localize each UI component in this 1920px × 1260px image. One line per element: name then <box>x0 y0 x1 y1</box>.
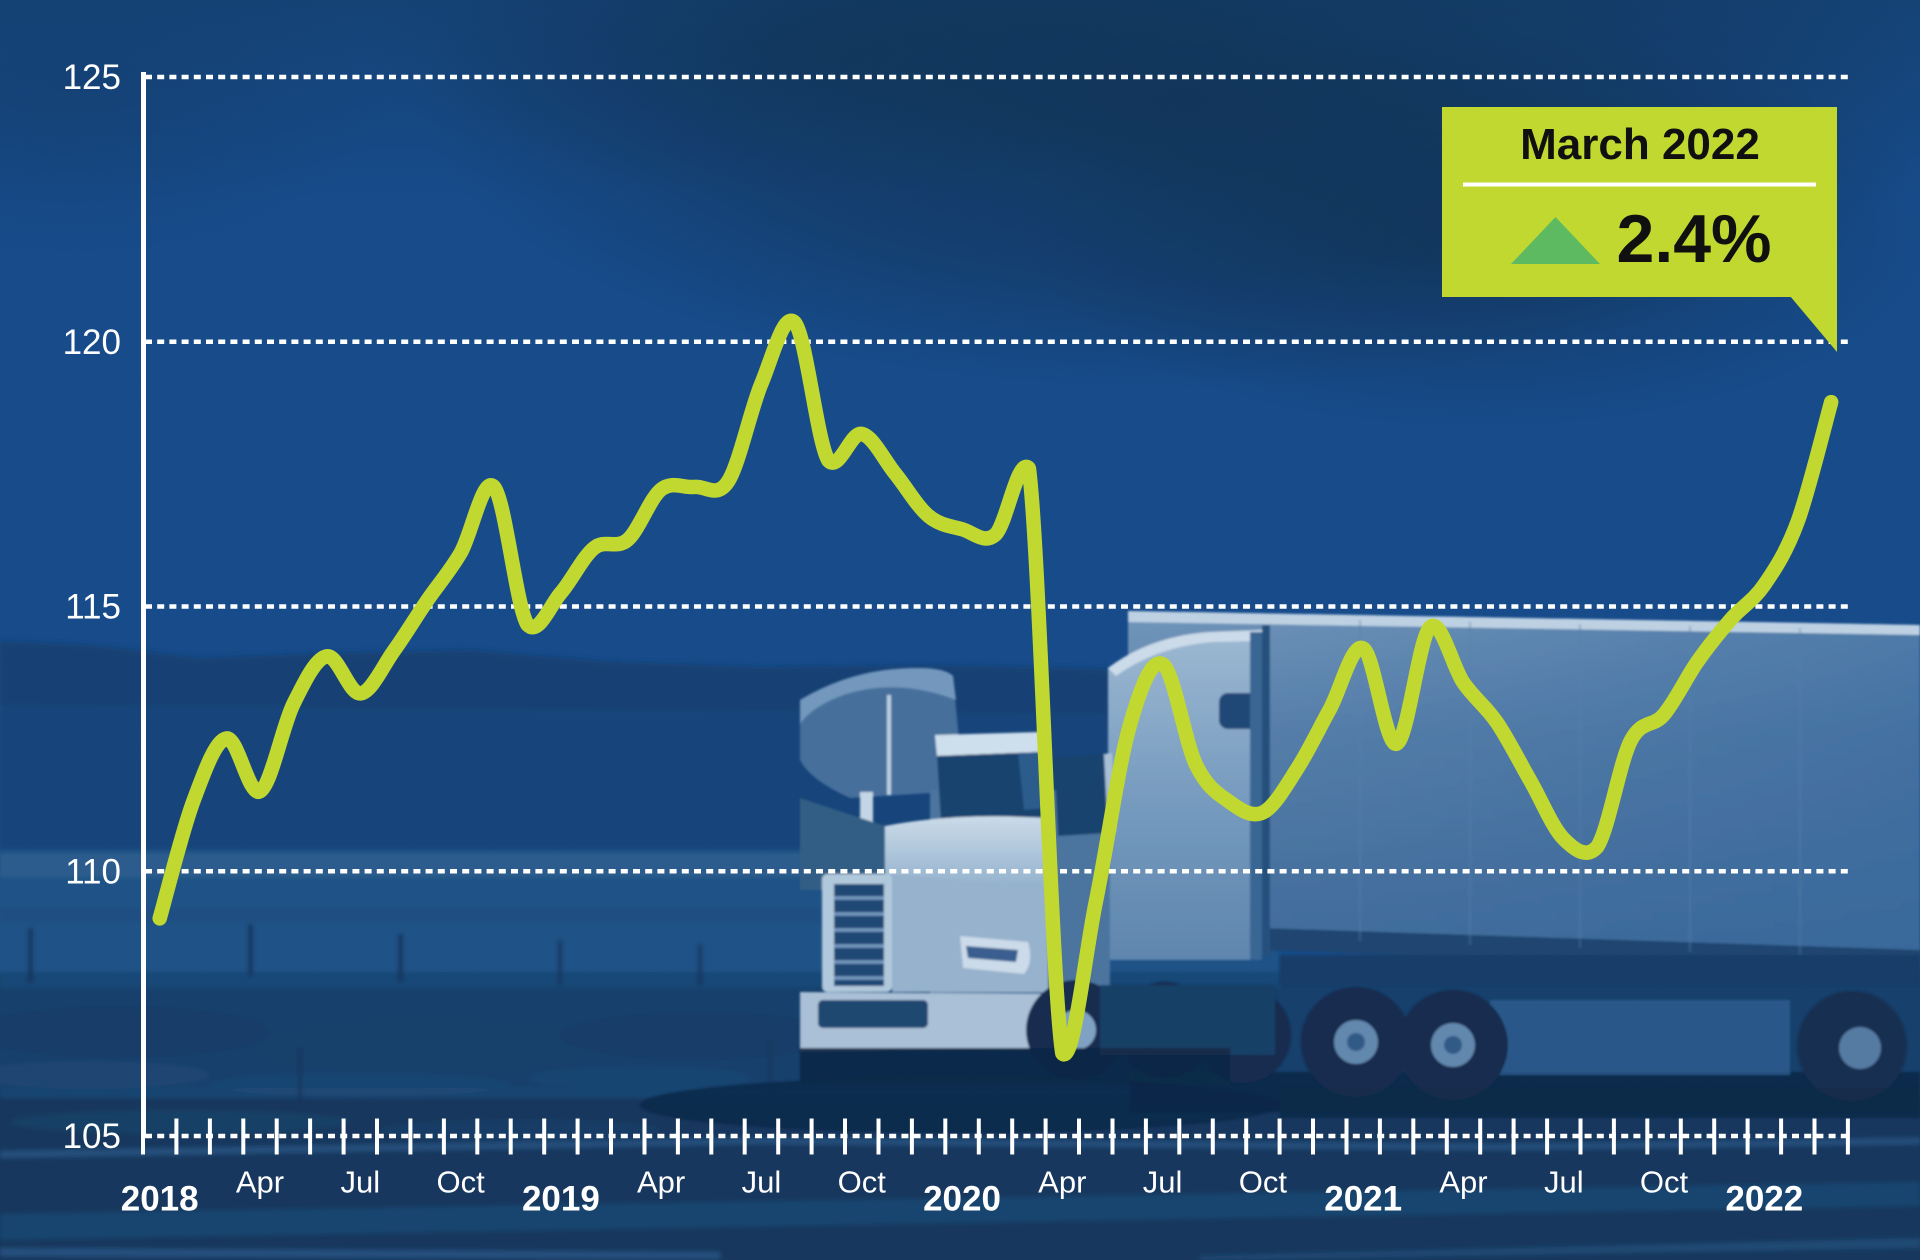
svg-text:120: 120 <box>63 323 121 362</box>
svg-text:Apr: Apr <box>637 1165 685 1200</box>
svg-text:Oct: Oct <box>1239 1165 1288 1200</box>
svg-text:March 2022: March 2022 <box>1520 120 1760 169</box>
svg-text:125: 125 <box>63 58 121 97</box>
svg-text:Jul: Jul <box>340 1165 380 1200</box>
svg-text:115: 115 <box>65 588 121 627</box>
svg-text:Apr: Apr <box>1038 1165 1086 1200</box>
svg-text:2022: 2022 <box>1725 1180 1803 1219</box>
svg-text:Apr: Apr <box>1439 1165 1487 1200</box>
svg-text:2018: 2018 <box>121 1180 199 1219</box>
svg-text:2019: 2019 <box>522 1180 600 1219</box>
svg-text:110: 110 <box>65 853 121 892</box>
svg-text:Jul: Jul <box>742 1165 782 1200</box>
svg-text:2021: 2021 <box>1324 1180 1402 1219</box>
svg-text:Jul: Jul <box>1544 1165 1584 1200</box>
svg-text:2.4%: 2.4% <box>1617 201 1772 277</box>
svg-text:105: 105 <box>63 1117 121 1156</box>
svg-text:Apr: Apr <box>236 1165 284 1200</box>
svg-text:Oct: Oct <box>436 1165 485 1200</box>
svg-text:Jul: Jul <box>1143 1165 1183 1200</box>
svg-text:2020: 2020 <box>923 1180 1001 1219</box>
svg-text:Oct: Oct <box>838 1165 887 1200</box>
svg-text:Oct: Oct <box>1640 1165 1689 1200</box>
